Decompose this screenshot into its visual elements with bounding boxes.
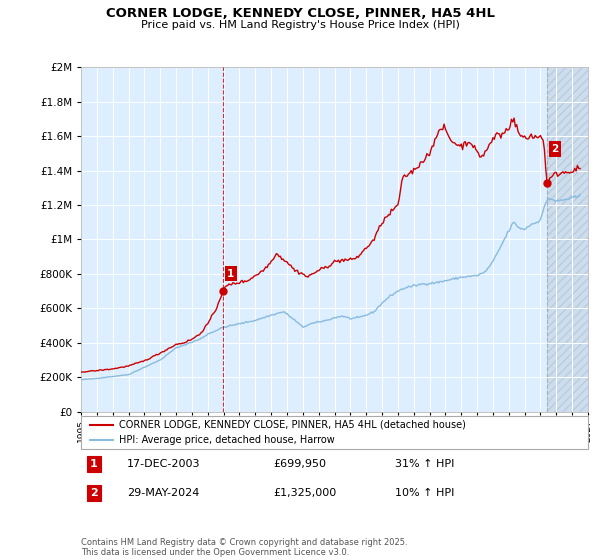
Text: 1: 1 bbox=[90, 459, 98, 469]
Text: 2: 2 bbox=[551, 144, 559, 154]
Text: £699,950: £699,950 bbox=[274, 459, 326, 469]
Text: 1: 1 bbox=[227, 269, 235, 279]
Text: £1,325,000: £1,325,000 bbox=[274, 488, 337, 498]
Text: 10% ↑ HPI: 10% ↑ HPI bbox=[395, 488, 455, 498]
Text: Price paid vs. HM Land Registry's House Price Index (HPI): Price paid vs. HM Land Registry's House … bbox=[140, 20, 460, 30]
Text: CORNER LODGE, KENNEDY CLOSE, PINNER, HA5 4HL (detached house): CORNER LODGE, KENNEDY CLOSE, PINNER, HA5… bbox=[119, 420, 466, 430]
Text: 31% ↑ HPI: 31% ↑ HPI bbox=[395, 459, 455, 469]
Text: HPI: Average price, detached house, Harrow: HPI: Average price, detached house, Harr… bbox=[119, 435, 335, 445]
Bar bbox=[547, 67, 588, 412]
Text: 2: 2 bbox=[90, 488, 98, 498]
Text: 29-MAY-2024: 29-MAY-2024 bbox=[127, 488, 199, 498]
Text: Contains HM Land Registry data © Crown copyright and database right 2025.
This d: Contains HM Land Registry data © Crown c… bbox=[81, 538, 407, 557]
Text: 17-DEC-2003: 17-DEC-2003 bbox=[127, 459, 200, 469]
Text: CORNER LODGE, KENNEDY CLOSE, PINNER, HA5 4HL: CORNER LODGE, KENNEDY CLOSE, PINNER, HA5… bbox=[106, 7, 494, 20]
